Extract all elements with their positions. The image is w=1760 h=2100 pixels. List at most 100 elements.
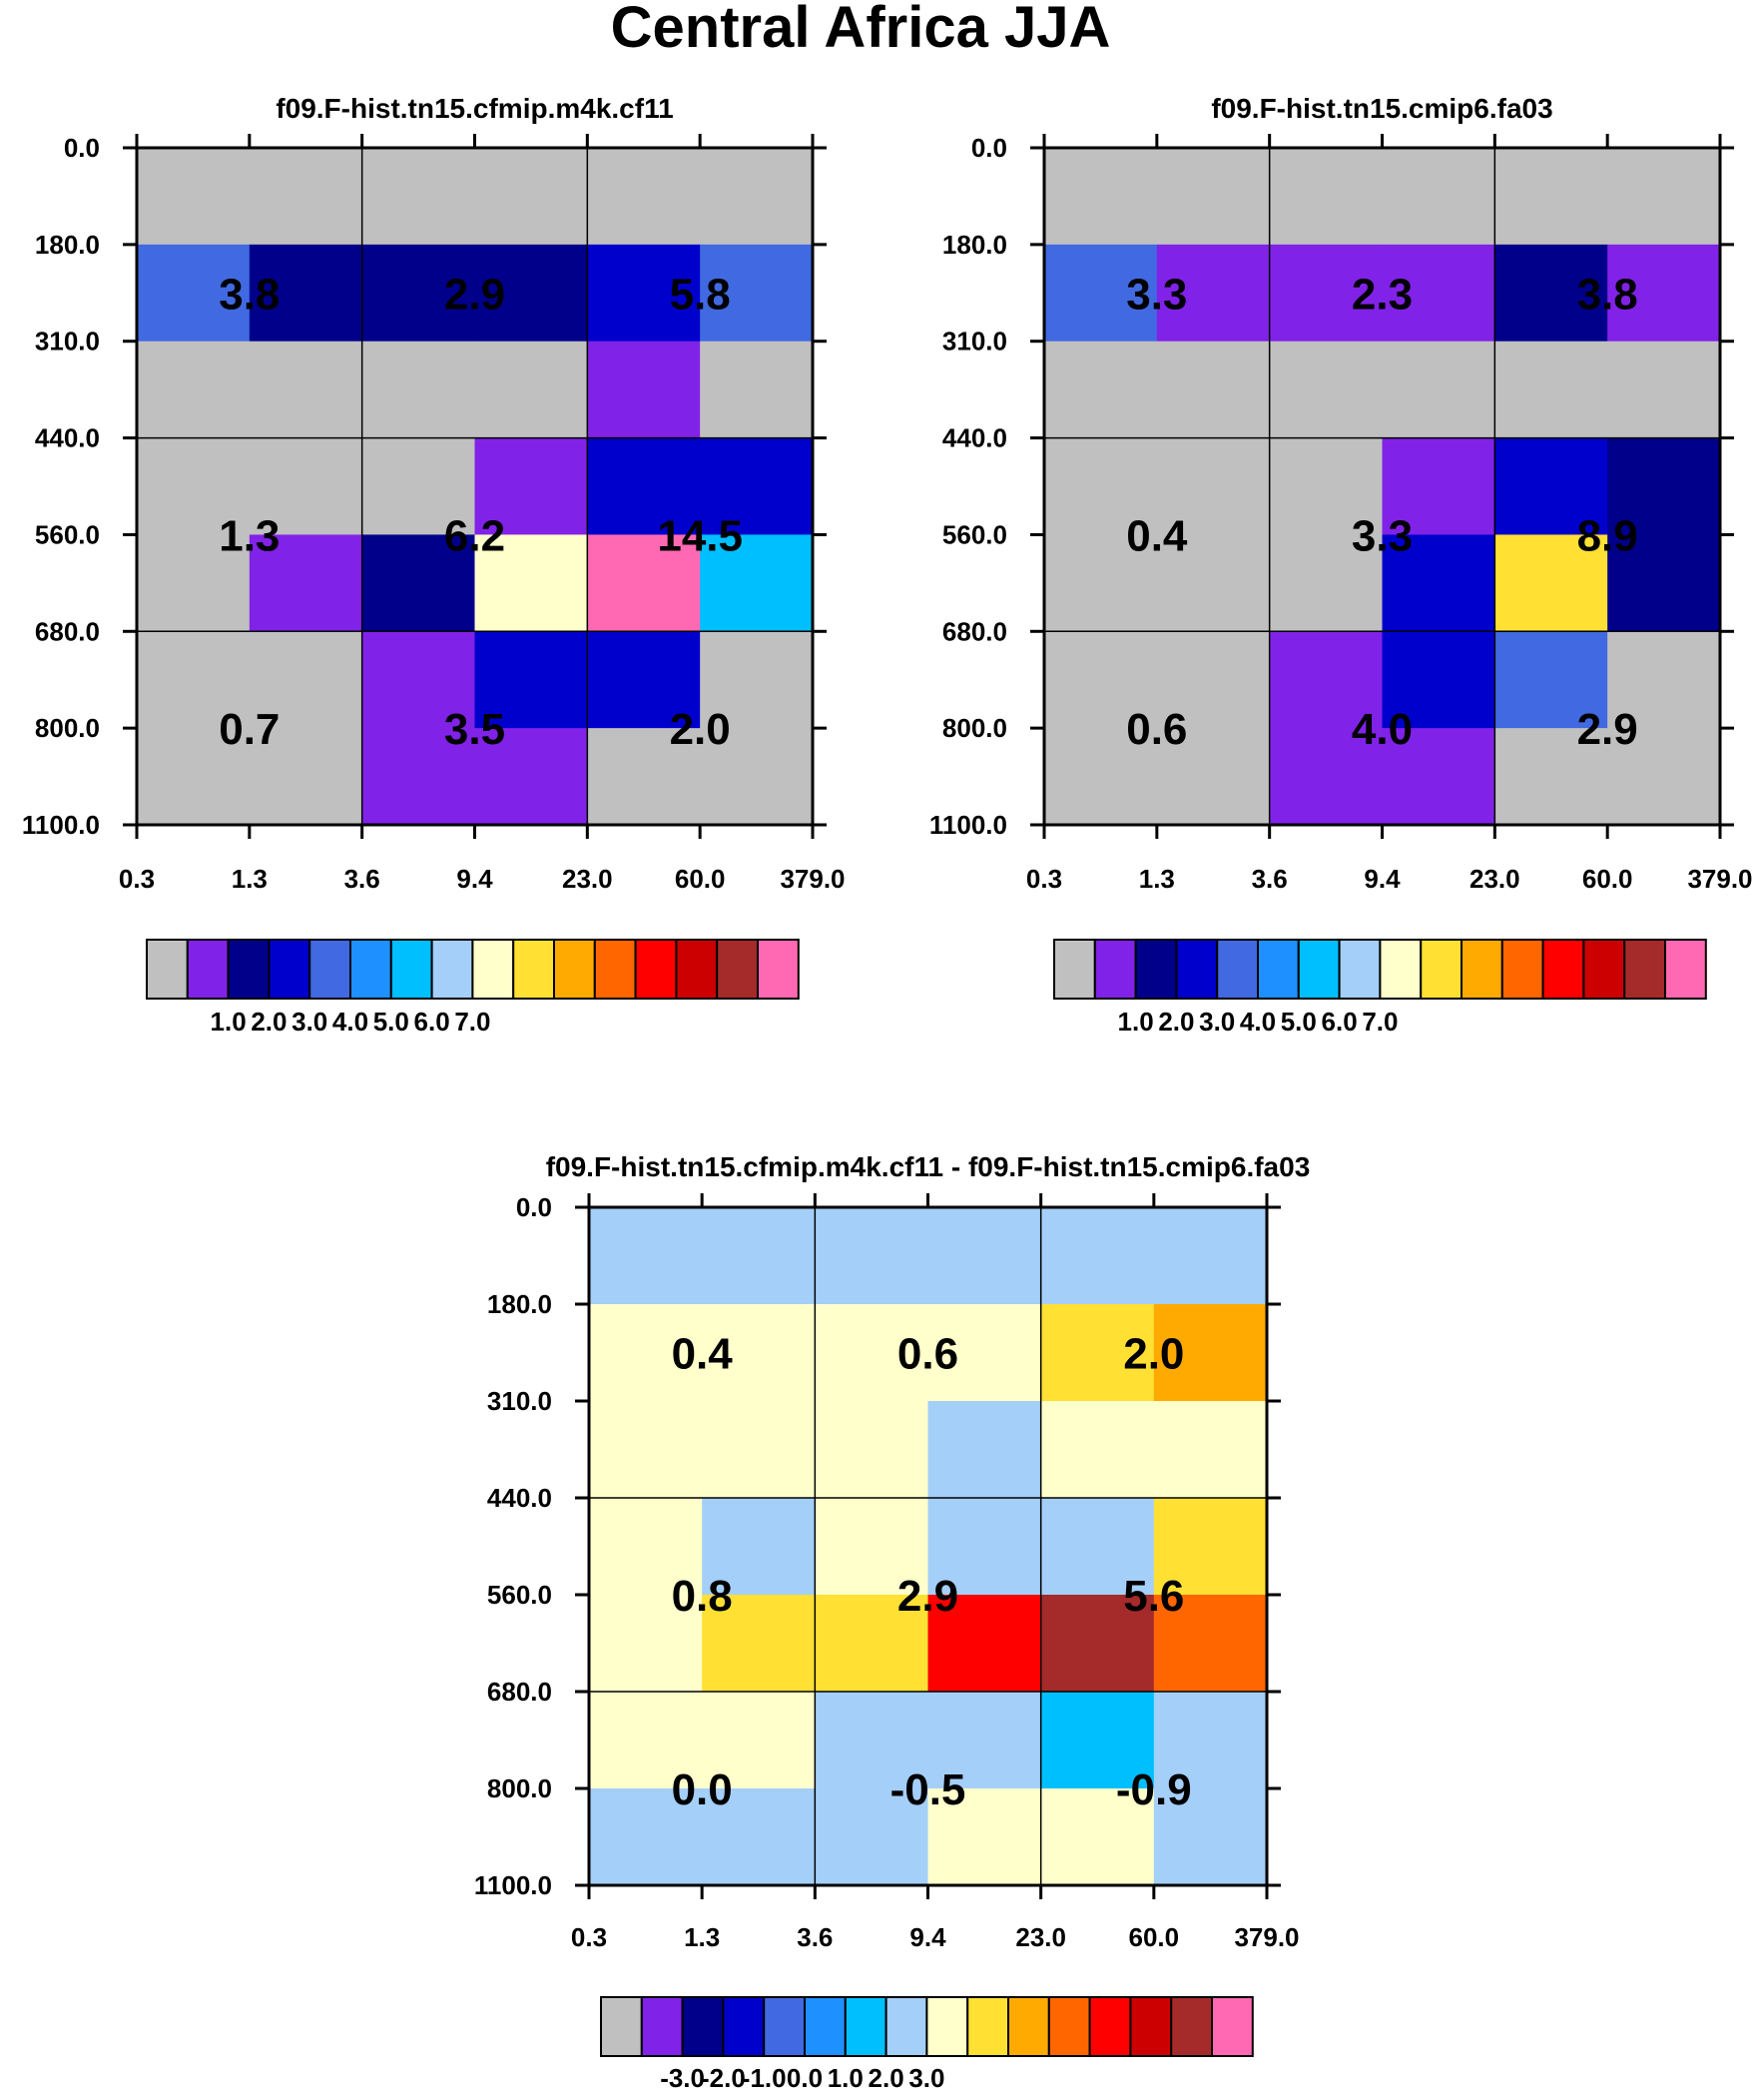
colorbar-swatch — [966, 1996, 1010, 2057]
y-tick-label: 1100.0 — [929, 810, 1007, 840]
heatmap-cell — [927, 1692, 1042, 1789]
heatmap-cell — [1382, 341, 1495, 439]
heatmap-cell — [927, 1207, 1042, 1305]
y-tick-label: 1100.0 — [474, 1870, 552, 1900]
heatmap-cell — [1156, 437, 1271, 536]
colorbar-swatch — [1338, 939, 1382, 1000]
heatmap-cell — [1156, 534, 1271, 632]
x-tick-label: 60.0 — [675, 864, 726, 894]
colorbar-swatch — [389, 939, 433, 1000]
cell-value-label: 14.5 — [657, 511, 743, 560]
colorbar-swatch — [1216, 939, 1259, 1000]
heatmap-cell — [700, 728, 814, 826]
y-tick-label: 560.0 — [942, 519, 1007, 549]
heatmap-cell — [587, 244, 701, 343]
cell-value-label: 0.4 — [1126, 511, 1188, 560]
colorbar-swatch — [1211, 1996, 1254, 2057]
heatmap-cell — [700, 534, 814, 632]
colorbar-swatch — [757, 939, 800, 1000]
heatmap-cell — [927, 1304, 1042, 1402]
heatmap-cell — [1607, 437, 1721, 536]
cell-value-label: 3.5 — [444, 705, 505, 754]
colorbar: 1.0 2.0 3.0 4.0 5.0 6.0 7.0 — [1053, 939, 1707, 1037]
y-tick-label: 560.0 — [487, 1580, 552, 1610]
colorbar-label: 5.0 — [1281, 1007, 1317, 1037]
heatmap-cell — [1156, 728, 1271, 826]
x-tick-label: 379.0 — [1687, 864, 1752, 894]
heatmap-cell — [587, 728, 701, 826]
colorbar-swatch — [471, 939, 515, 1000]
colorbar: 1.0 2.0 3.0 4.0 5.0 6.0 7.0 — [146, 939, 800, 1037]
y-tick-label: 560.0 — [35, 519, 100, 549]
heatmap-cell — [587, 631, 701, 729]
heatmap-cell — [361, 244, 476, 343]
colorbar-label: 5.0 — [373, 1007, 409, 1037]
y-tick-label: 1100.0 — [22, 810, 100, 840]
heatmap-cell — [361, 341, 476, 439]
heatmap-cell — [589, 1304, 703, 1402]
heatmap-cell — [589, 1595, 703, 1693]
heatmap-cell — [1269, 341, 1384, 439]
colorbar-swatch — [1007, 1996, 1050, 2057]
cell-value-label: 4.0 — [1352, 705, 1413, 754]
colorbar-label: 1.0 — [211, 1007, 247, 1037]
heatmap-cell — [1494, 728, 1608, 826]
x-tick-label: 0.3 — [1026, 864, 1062, 894]
y-tick-label: 800.0 — [942, 713, 1007, 743]
cell-value-label: 3.8 — [219, 270, 280, 319]
x-tick-label: 3.6 — [344, 864, 380, 894]
colorbar-label: 4.0 — [332, 1007, 368, 1037]
y-tick-label: 680.0 — [35, 616, 100, 646]
heatmap-cell — [1156, 244, 1271, 343]
heatmap-cell — [815, 1401, 929, 1499]
figure-title: Central Africa JJA — [611, 0, 1111, 60]
heatmap-cell — [815, 1692, 929, 1789]
heatmap-cell — [700, 148, 814, 246]
colorbar-swatch — [1134, 939, 1178, 1000]
colorbar-swatch — [722, 1996, 766, 2057]
colorbar-swatch — [308, 939, 352, 1000]
heatmap-cell — [1044, 244, 1158, 343]
heatmap-cell — [137, 728, 251, 826]
x-tick-label: 23.0 — [562, 864, 613, 894]
cell-value-label: 0.0 — [672, 1765, 733, 1814]
heatmap-cell — [815, 1595, 929, 1693]
colorbar-swatch — [227, 939, 271, 1000]
y-tick-label: 0.0 — [971, 133, 1007, 163]
cell-value-label: 0.4 — [672, 1330, 734, 1379]
colorbar-swatch — [430, 939, 474, 1000]
heatmap-cell — [137, 534, 251, 632]
heatmap-cell — [474, 148, 588, 246]
cell-value-label: -0.5 — [890, 1765, 966, 1814]
heatmap-cell — [1153, 1498, 1268, 1596]
colorbar-label: -2.0 — [701, 2063, 746, 2093]
y-tick-label: 800.0 — [35, 713, 100, 743]
heatmap-cell — [587, 148, 701, 246]
heatmap-cell — [1494, 148, 1608, 246]
heatmap-cell — [1494, 341, 1608, 439]
heatmap-cell — [1382, 534, 1495, 632]
heatmap-cell — [589, 1692, 703, 1789]
heatmap-cell — [137, 244, 251, 343]
heatmap-cell — [361, 534, 476, 632]
heatmap-cell — [1153, 1595, 1268, 1693]
heatmap-cell — [1040, 1304, 1155, 1402]
colorbar-label: 7.0 — [1362, 1007, 1398, 1037]
cell-value-label: 2.9 — [1577, 705, 1638, 754]
colorbar-swatch — [593, 939, 637, 1000]
heatmap-cell — [1607, 341, 1721, 439]
colorbar-label: 3.0 — [908, 2063, 944, 2093]
heatmap-cell — [1607, 728, 1721, 826]
colorbar-swatch — [1420, 939, 1463, 1000]
heatmap-cell — [1044, 437, 1158, 536]
heatmap-cell — [927, 1595, 1042, 1693]
cell-value-label: 5.8 — [670, 270, 731, 319]
x-tick-label: 9.4 — [909, 1922, 946, 1952]
heatmap-cell — [1607, 631, 1721, 729]
colorbar-swatch — [884, 1996, 928, 2057]
heatmap-cell — [702, 1498, 816, 1596]
heatmap-cell — [1040, 1207, 1155, 1305]
heatmap-cell — [702, 1304, 816, 1402]
cell-value-label: -0.9 — [1116, 1765, 1192, 1814]
y-tick-label: 800.0 — [487, 1773, 552, 1803]
